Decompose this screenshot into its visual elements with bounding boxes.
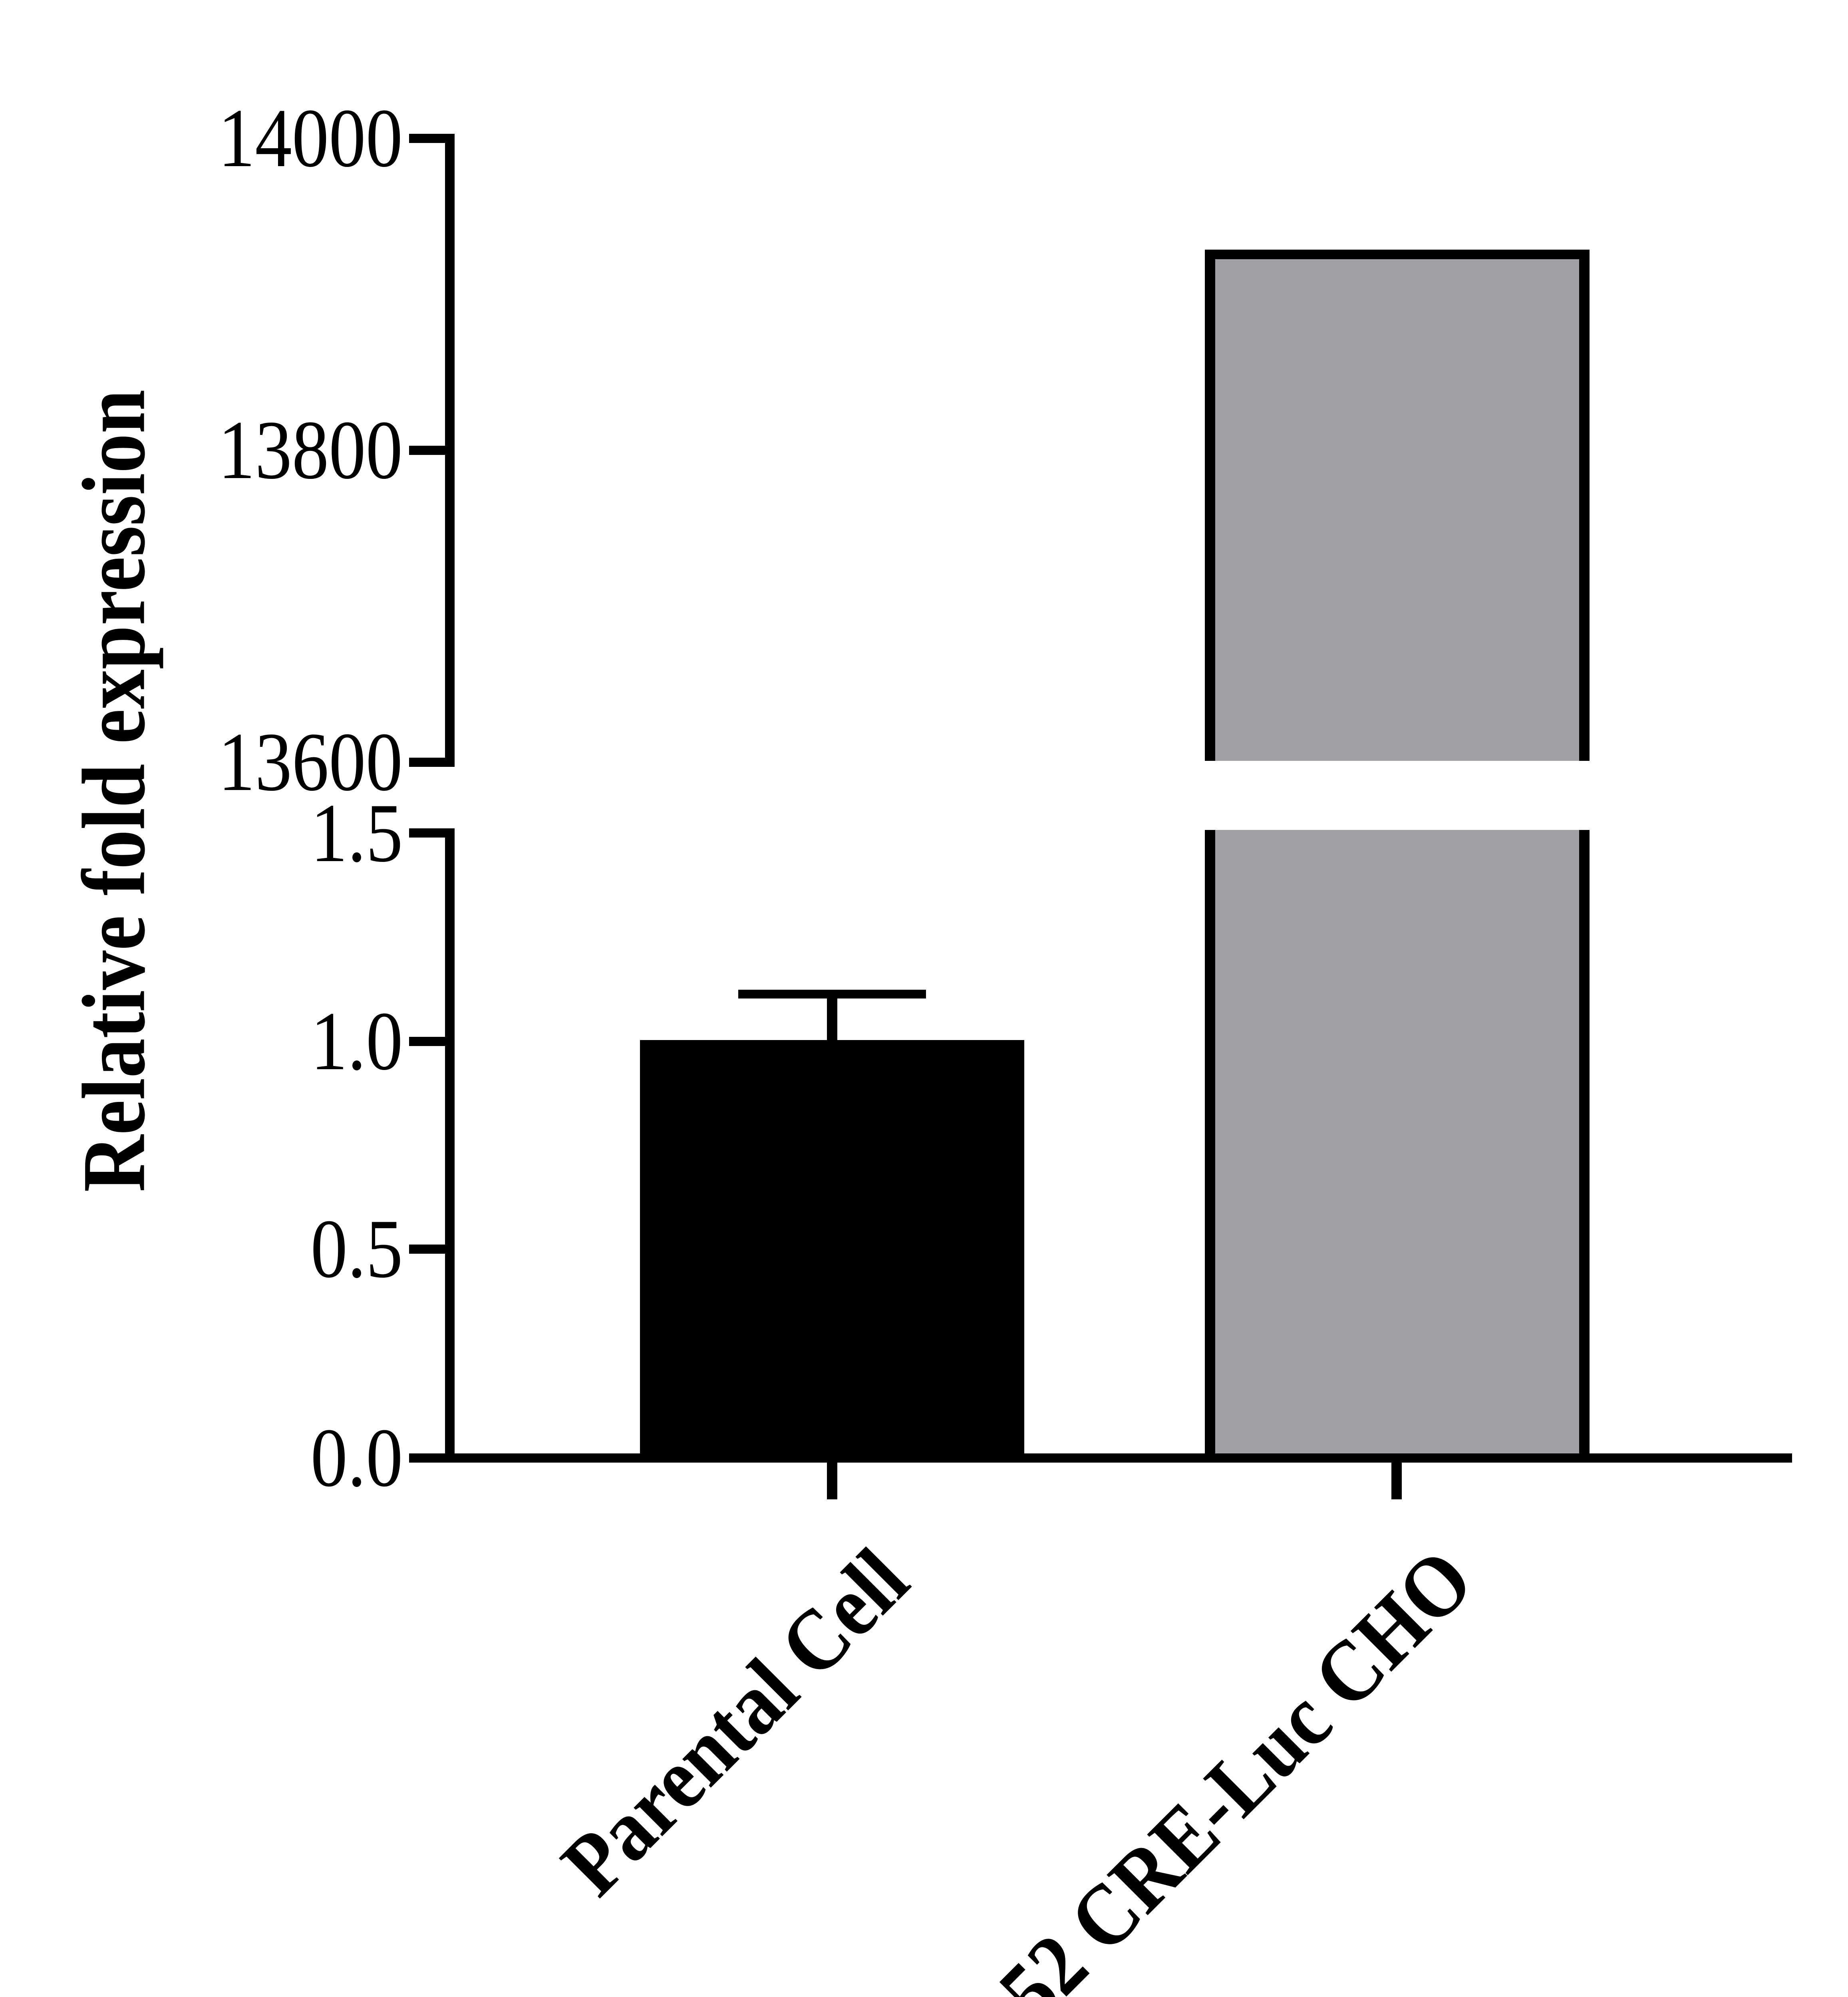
y-tick-13800 (409, 446, 445, 455)
x-tick-gpr52 (1391, 1463, 1402, 1499)
bar-parental-cell (640, 1040, 1024, 1453)
y-tick-label-13600: 13600 (218, 716, 403, 808)
bar-gpr52-bottom-segment (1205, 830, 1590, 1453)
x-tick-label-parental-cell: Parental Cell (543, 1530, 927, 1914)
y-tick-label-13800: 13800 (218, 404, 403, 496)
y-axis-title: Relative fold expression (64, 389, 164, 1192)
y-tick-label-1-0: 1.0 (310, 995, 403, 1088)
y-tick-14000 (409, 134, 445, 143)
y-axis-line-top-segment (445, 134, 455, 767)
y-axis-line-bottom-segment (445, 828, 455, 1462)
y-tick-label-0-5: 0.5 (310, 1203, 403, 1295)
y-tick-label-1-5: 1.5 (310, 787, 403, 879)
error-bar-stem (827, 994, 837, 1042)
x-tick-parental-cell (827, 1463, 837, 1499)
error-bar-cap (738, 990, 926, 998)
y-tick-label-14000: 14000 (218, 92, 403, 185)
x-axis-baseline (409, 1453, 1792, 1463)
x-tick-label-gpr52-cre-luc-cho: GPR52 CRE-Luc CHO (862, 1530, 1491, 1997)
y-tick-1-5 (409, 828, 445, 838)
y-tick-label-0-0: 0.0 (310, 1411, 403, 1504)
y-tick-1-0 (409, 1037, 445, 1046)
y-tick-0-5 (409, 1245, 445, 1254)
bar-gpr52-top-segment (1205, 250, 1590, 761)
y-tick-13600 (409, 758, 445, 767)
